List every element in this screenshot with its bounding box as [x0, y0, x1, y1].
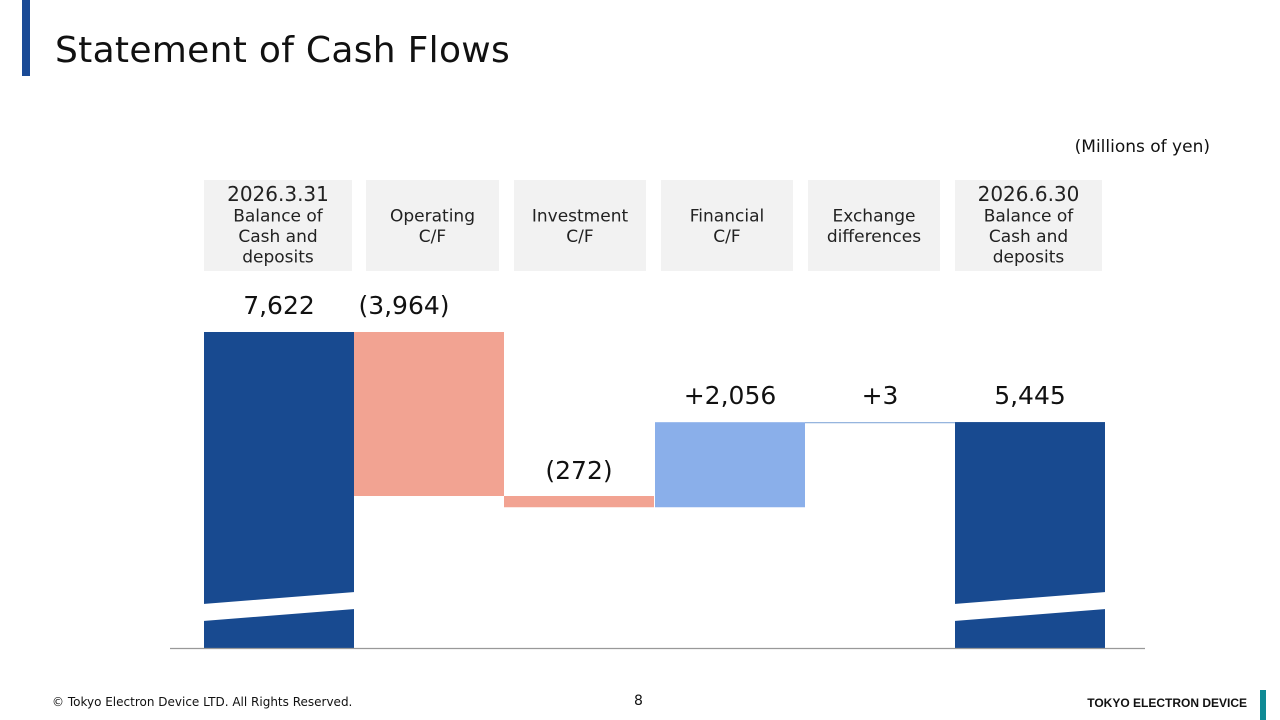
axis-break [954, 592, 1106, 621]
bar-increase [805, 422, 955, 424]
company-brand: TOKYO ELECTRON DEVICE [1087, 696, 1247, 710]
footer-accent-bar [1260, 690, 1266, 720]
axis-break [203, 592, 355, 621]
page-title: Statement of Cash Flows [55, 30, 511, 71]
category-label: 2026.6.30 Balance of Cash and deposits [978, 182, 1080, 268]
data-label: +3 [862, 381, 899, 410]
unit-label: (Millions of yen) [1074, 137, 1210, 157]
data-label: (272) [545, 456, 612, 485]
data-label: 5,445 [994, 381, 1066, 410]
bar-increase [655, 422, 805, 508]
category-header-box [514, 180, 646, 271]
footer-copyright: © Tokyo Electron Device LTD. All Rights … [52, 695, 353, 709]
category-header-box [808, 180, 940, 271]
category-label: 2026.3.31 Balance of Cash and deposits [227, 182, 329, 268]
title-accent-bar [22, 0, 30, 76]
bar-decrease [504, 496, 654, 508]
category-header-box [661, 180, 793, 271]
category-label: Financial C/F [690, 206, 764, 247]
category-header-box [204, 180, 352, 271]
page-number: 8 [634, 693, 643, 709]
category-label: Operating C/F [390, 206, 475, 247]
data-label: (3,964) [358, 291, 449, 320]
data-label: 7,622 [243, 291, 315, 320]
category-label: Exchange differences [827, 206, 921, 247]
bar-decrease [354, 332, 504, 496]
category-header-box [955, 180, 1102, 271]
category-header-box [366, 180, 499, 271]
category-label: Investment C/F [532, 206, 629, 247]
data-label: +2,056 [684, 381, 777, 410]
